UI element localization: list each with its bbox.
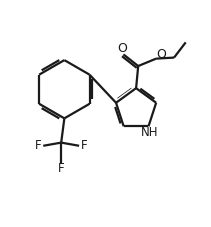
Text: F: F	[58, 162, 65, 175]
Text: NH: NH	[141, 126, 158, 139]
Text: F: F	[80, 139, 87, 152]
Text: F: F	[35, 139, 42, 152]
Text: O: O	[157, 48, 166, 61]
Text: O: O	[118, 42, 127, 55]
